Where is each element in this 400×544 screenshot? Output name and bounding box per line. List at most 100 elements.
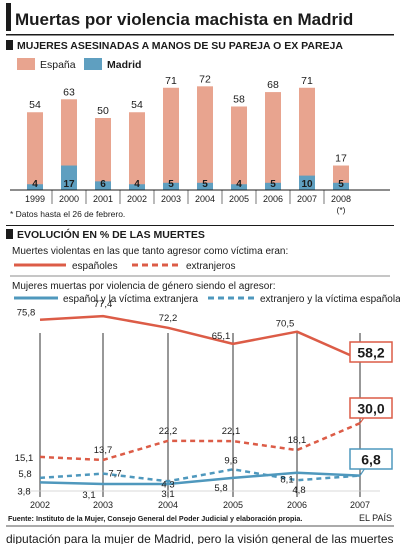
bar-label-spain-2000: 63 <box>63 86 75 98</box>
bar-label-madrid-2007: 10 <box>301 179 313 190</box>
data-label-s1-2006: 18,1 <box>288 435 307 446</box>
line-x-tick-2005: 2005 <box>223 500 243 510</box>
bar-label-madrid-2000: 17 <box>63 179 75 190</box>
data-label-s0-2005: 65,1 <box>212 331 231 342</box>
bar-madrid-2002 <box>129 184 145 190</box>
bar-label-spain-2005: 58 <box>233 93 245 105</box>
callout-value-s2: 6,8 <box>361 452 381 468</box>
legend-group1-title: Muertes violentas en las que tanto agres… <box>12 246 288 257</box>
x-tick-2005: 2005 <box>229 194 249 204</box>
data-label-s3-2006: 4,8 <box>292 485 305 496</box>
x-tick-2008: 2008 <box>331 194 351 204</box>
line-x-tick-2004: 2004 <box>158 500 178 510</box>
data-label-s0-2002: 75,8 <box>17 308 36 319</box>
bar-spain-2001 <box>95 118 111 190</box>
callout-box-s1 <box>349 397 393 419</box>
bar-madrid-2005 <box>231 184 247 190</box>
legend-swatch-madrid <box>84 58 102 70</box>
data-label-s2-2006: 8,1 <box>280 475 293 486</box>
x-tick-2002: 2002 <box>127 194 147 204</box>
bar-madrid-2004 <box>197 182 213 190</box>
bar-chart: 5441999631720005062001544200271520037252… <box>25 73 351 215</box>
bar-madrid-2007 <box>299 175 315 190</box>
bar-label-spain-2002: 54 <box>131 99 143 111</box>
legend-label-madrid: Madrid <box>107 59 141 71</box>
bar-label-madrid-2004: 5 <box>202 179 208 190</box>
callout-box-s0 <box>349 341 393 363</box>
legend-label-extranjero-victima-espanola: extranjero y la víctima española <box>260 294 400 305</box>
bar-label-madrid-2002: 4 <box>134 179 140 190</box>
section2-rule <box>6 225 394 226</box>
callout-box-s2 <box>349 448 393 470</box>
bar-label-madrid-1999: 4 <box>32 179 38 190</box>
data-label-s1-2005: 22,1 <box>222 426 241 437</box>
legend-swatch-spain <box>17 58 35 70</box>
bar-label-madrid-2001: 6 <box>100 179 106 190</box>
source-note: Fuente: Instituto de la Mujer, Consejo G… <box>8 514 302 523</box>
data-label-s3-2005: 9,6 <box>224 455 237 466</box>
bar-madrid-2003 <box>163 182 179 190</box>
x-tick-2000: 2000 <box>59 194 79 204</box>
data-label-s3-2003: 7,7 <box>108 469 121 480</box>
callout-value-s0: 58,2 <box>357 345 384 361</box>
data-label-s0-2004: 72,2 <box>159 313 178 324</box>
legend-group2-title: Mujeres muertas por violencia de género … <box>12 281 275 292</box>
bar-spain-2003 <box>163 87 179 190</box>
subtitle-marker <box>6 40 13 50</box>
legend-label-espanol-victima-extranjera: español y la víctima extranjera <box>63 294 199 305</box>
bar-label-madrid-2008: 5 <box>338 179 344 190</box>
bar-spain-2004 <box>197 86 213 190</box>
bottom-cut-text: diputación para la mujer de Madrid, pero… <box>6 532 394 544</box>
bar-madrid-2000 <box>61 165 77 190</box>
bar-label-spain-1999: 54 <box>29 99 41 111</box>
series-line-0 <box>39 314 361 361</box>
line-x-tick-2007: 2007 <box>350 500 370 510</box>
legend-label-extranjeros: extranjeros <box>186 261 235 272</box>
title-rule <box>6 34 394 36</box>
line-x-tick-2003: 2003 <box>93 500 113 510</box>
data-label-s2-2004: 3,1 <box>161 489 174 500</box>
credit: EL PAÍS <box>359 513 392 523</box>
bar-label-spain-2001: 50 <box>97 105 109 117</box>
bar-label-spain-2003: 71 <box>165 75 177 87</box>
data-label-s0-2006: 70,5 <box>276 319 295 330</box>
data-label-s2-2002: 3,8 <box>17 486 30 497</box>
bar-label-spain-2006: 68 <box>267 79 279 91</box>
series-line-2 <box>39 471 361 486</box>
series-line-1 <box>39 422 361 462</box>
bar-chart-subtitle: MUJERES ASESINADAS A MANOS DE SU PAREJA … <box>17 40 343 52</box>
line-x-tick-2002: 2002 <box>30 500 50 510</box>
data-label-s2-2003: 3,1 <box>82 490 95 501</box>
data-label-s3-2004: 4,3 <box>161 479 174 490</box>
x-tick-2004: 2004 <box>195 194 215 204</box>
data-label-s1-2002: 15,1 <box>15 453 34 464</box>
line-x-tick-2006: 2006 <box>287 500 307 510</box>
page-title: Muertas por violencia machista en Madrid <box>15 10 353 29</box>
data-label-s1-2003: 13,7 <box>94 445 113 456</box>
bar-label-spain-2008: 17 <box>335 153 347 165</box>
series-line-3 <box>39 468 361 483</box>
callout-value-s1: 30,0 <box>357 401 384 417</box>
bar-spain-2002 <box>129 112 145 190</box>
legend-label-espanoles: españoles <box>72 261 118 272</box>
bar-madrid-2001 <box>95 181 111 190</box>
data-label-s0-2003: 77,4 <box>94 299 113 310</box>
bar-label-spain-2007: 71 <box>301 75 313 87</box>
title-marker <box>6 3 11 31</box>
data-label-s2-2005: 5,8 <box>214 483 227 494</box>
bar-label-madrid-2005: 4 <box>236 179 242 190</box>
x-tick-note: (*) <box>337 205 346 215</box>
x-tick-2007: 2007 <box>297 194 317 204</box>
bar-madrid-1999 <box>27 184 43 190</box>
bar-label-madrid-2006: 5 <box>270 179 276 190</box>
x-tick-2001: 2001 <box>93 194 113 204</box>
footnote: * Datos hasta el 26 de febrero. <box>10 209 125 219</box>
section2-marker <box>6 229 13 239</box>
bar-madrid-2008 <box>333 182 349 190</box>
bar-madrid-2006 <box>265 182 281 190</box>
bar-spain-2006 <box>265 92 281 190</box>
bar-spain-2007 <box>299 87 315 190</box>
bar-spain-1999 <box>27 112 43 190</box>
line-chart: 75,8 77,4 72,2 65,1 70,5 15,1 13,7 22,2 22,1 18,1… <box>15 299 393 510</box>
